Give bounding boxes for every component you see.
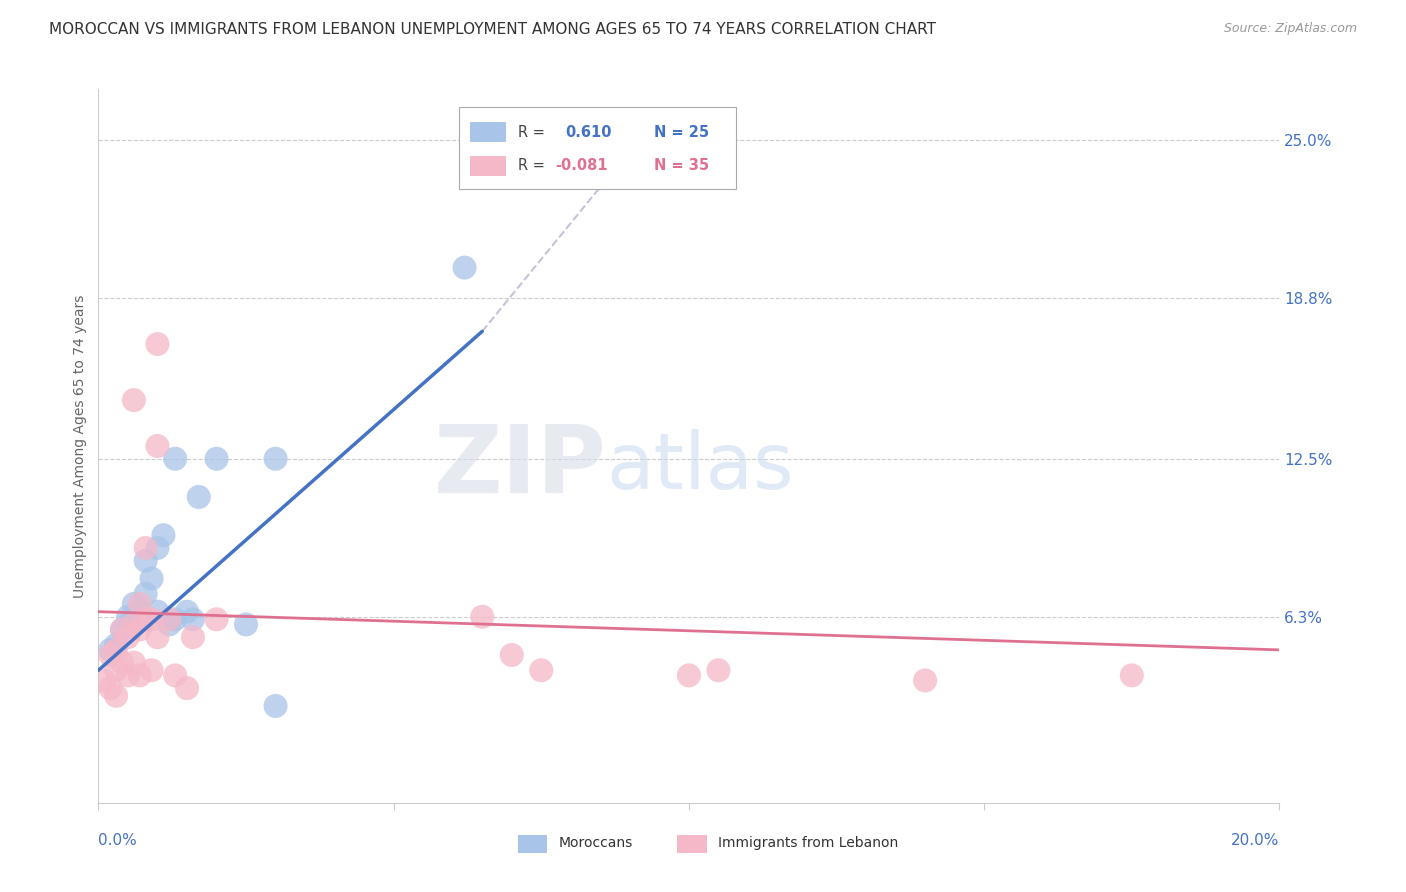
- Point: [141, 663, 163, 677]
- Bar: [517, 835, 547, 853]
- Point: [111, 623, 134, 637]
- Point: [264, 451, 287, 466]
- Point: [146, 541, 169, 555]
- Bar: [471, 155, 506, 176]
- Text: R =: R =: [517, 125, 550, 139]
- Point: [707, 663, 730, 677]
- Point: [471, 609, 494, 624]
- Text: atlas: atlas: [606, 429, 794, 506]
- Point: [128, 623, 150, 637]
- Point: [135, 554, 157, 568]
- Point: [235, 617, 257, 632]
- Point: [914, 673, 936, 688]
- Point: [122, 597, 145, 611]
- Point: [98, 643, 121, 657]
- FancyBboxPatch shape: [458, 107, 737, 189]
- Point: [122, 617, 145, 632]
- Point: [1121, 668, 1143, 682]
- Point: [205, 612, 228, 626]
- Point: [176, 605, 198, 619]
- Point: [122, 617, 145, 632]
- Text: R =: R =: [517, 158, 550, 173]
- Text: N = 25: N = 25: [654, 125, 709, 139]
- Point: [135, 541, 157, 555]
- Point: [181, 630, 204, 644]
- Point: [98, 648, 121, 662]
- Point: [141, 572, 163, 586]
- Text: MOROCCAN VS IMMIGRANTS FROM LEBANON UNEMPLOYMENT AMONG AGES 65 TO 74 YEARS CORRE: MOROCCAN VS IMMIGRANTS FROM LEBANON UNEM…: [49, 22, 936, 37]
- Point: [141, 612, 163, 626]
- Point: [98, 681, 121, 695]
- Point: [146, 337, 169, 351]
- Point: [187, 490, 209, 504]
- Point: [105, 638, 128, 652]
- Point: [152, 528, 174, 542]
- Point: [453, 260, 475, 275]
- Point: [135, 612, 157, 626]
- Bar: [471, 122, 506, 142]
- Point: [111, 656, 134, 670]
- Point: [146, 605, 169, 619]
- Point: [105, 663, 128, 677]
- Point: [122, 393, 145, 408]
- Bar: [678, 835, 707, 853]
- Text: N = 35: N = 35: [654, 158, 709, 173]
- Point: [128, 597, 150, 611]
- Point: [122, 656, 145, 670]
- Point: [117, 617, 139, 632]
- Point: [146, 630, 169, 644]
- Text: -0.081: -0.081: [555, 158, 609, 173]
- Point: [146, 439, 169, 453]
- Text: 0.610: 0.610: [565, 125, 612, 139]
- Point: [530, 663, 553, 677]
- Text: 20.0%: 20.0%: [1232, 833, 1279, 848]
- Point: [264, 698, 287, 713]
- Text: ZIP: ZIP: [433, 421, 606, 514]
- Text: 0.0%: 0.0%: [98, 833, 138, 848]
- Text: Source: ZipAtlas.com: Source: ZipAtlas.com: [1223, 22, 1357, 36]
- Point: [128, 605, 150, 619]
- Point: [135, 587, 157, 601]
- Point: [105, 643, 128, 657]
- Y-axis label: Unemployment Among Ages 65 to 74 years: Unemployment Among Ages 65 to 74 years: [73, 294, 87, 598]
- Point: [165, 451, 187, 466]
- Point: [205, 451, 228, 466]
- Point: [165, 668, 187, 682]
- Point: [93, 673, 115, 688]
- Point: [678, 668, 700, 682]
- Point: [105, 689, 128, 703]
- Point: [117, 630, 139, 644]
- Point: [165, 612, 187, 626]
- Point: [176, 681, 198, 695]
- Point: [117, 668, 139, 682]
- Text: Immigrants from Lebanon: Immigrants from Lebanon: [718, 837, 898, 850]
- Text: Moroccans: Moroccans: [560, 837, 633, 850]
- Point: [111, 623, 134, 637]
- Point: [128, 668, 150, 682]
- Point: [501, 648, 523, 662]
- Point: [157, 617, 180, 632]
- Point: [117, 609, 139, 624]
- Point: [157, 612, 180, 626]
- Point: [181, 612, 204, 626]
